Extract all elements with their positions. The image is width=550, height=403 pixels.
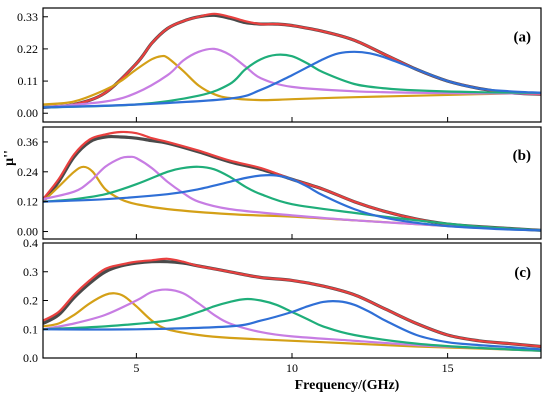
panel-a: 0.00 0.11 0.22 0.33 (a) xyxy=(17,7,542,123)
y-tick-label: 0.36 xyxy=(17,135,38,149)
series-group xyxy=(43,130,541,232)
y-tick-label: 0.22 xyxy=(17,42,38,56)
series-line-peak_blue xyxy=(43,300,541,351)
y-tick-label: 0.11 xyxy=(17,74,38,88)
y-tick-label: 0.00 xyxy=(17,106,38,120)
panel-label: (b) xyxy=(513,148,531,164)
panel-b: 0.00 0.12 0.24 0.36 (b) xyxy=(17,126,542,240)
x-tick-label: 5 xyxy=(133,361,139,375)
series-line-fit xyxy=(43,257,541,348)
series-line-peak_violet xyxy=(43,47,541,109)
series-line-measured xyxy=(43,259,541,349)
series-group xyxy=(43,257,541,352)
series-line-peak_blue xyxy=(43,50,541,109)
panel-c: 0.0 0.1 0.2 0.3 0.4 (c) xyxy=(23,236,542,365)
y-axis-title: μ'' xyxy=(2,150,17,166)
y-tick-label: 0.12 xyxy=(17,195,38,209)
panel-label: (c) xyxy=(514,265,531,281)
x-tick-label: 10 xyxy=(286,361,298,375)
series-line-peak_orange xyxy=(43,292,541,352)
panels-layer: 0.000.110.220.33(a)0.000.120.240.36(b)0.… xyxy=(17,7,542,375)
y-tick-label: 0.4 xyxy=(23,236,38,250)
y-tick-label: 0.0 xyxy=(23,351,38,365)
y-tick-label: 0.1 xyxy=(23,322,38,336)
panel-label: (a) xyxy=(514,30,532,46)
y-tick-label: 0.2 xyxy=(23,294,38,308)
y-tick-label: 0.33 xyxy=(17,10,38,24)
y-tick-label: 0.00 xyxy=(17,225,38,239)
y-tick-label: 0.24 xyxy=(17,165,38,179)
x-axis-title: Frequency/(GHz) xyxy=(295,378,400,393)
series-line-peak_green xyxy=(43,53,541,109)
x-tick-label: 15 xyxy=(442,361,454,375)
y-tick-label: 0.3 xyxy=(23,265,38,279)
series-group xyxy=(43,12,541,109)
series-line-peak_green xyxy=(43,297,541,352)
series-line-peak_violet xyxy=(43,155,541,232)
panel-frame xyxy=(42,126,542,240)
series-line-peak_orange xyxy=(43,54,541,106)
series-line-peak_blue xyxy=(43,174,541,232)
